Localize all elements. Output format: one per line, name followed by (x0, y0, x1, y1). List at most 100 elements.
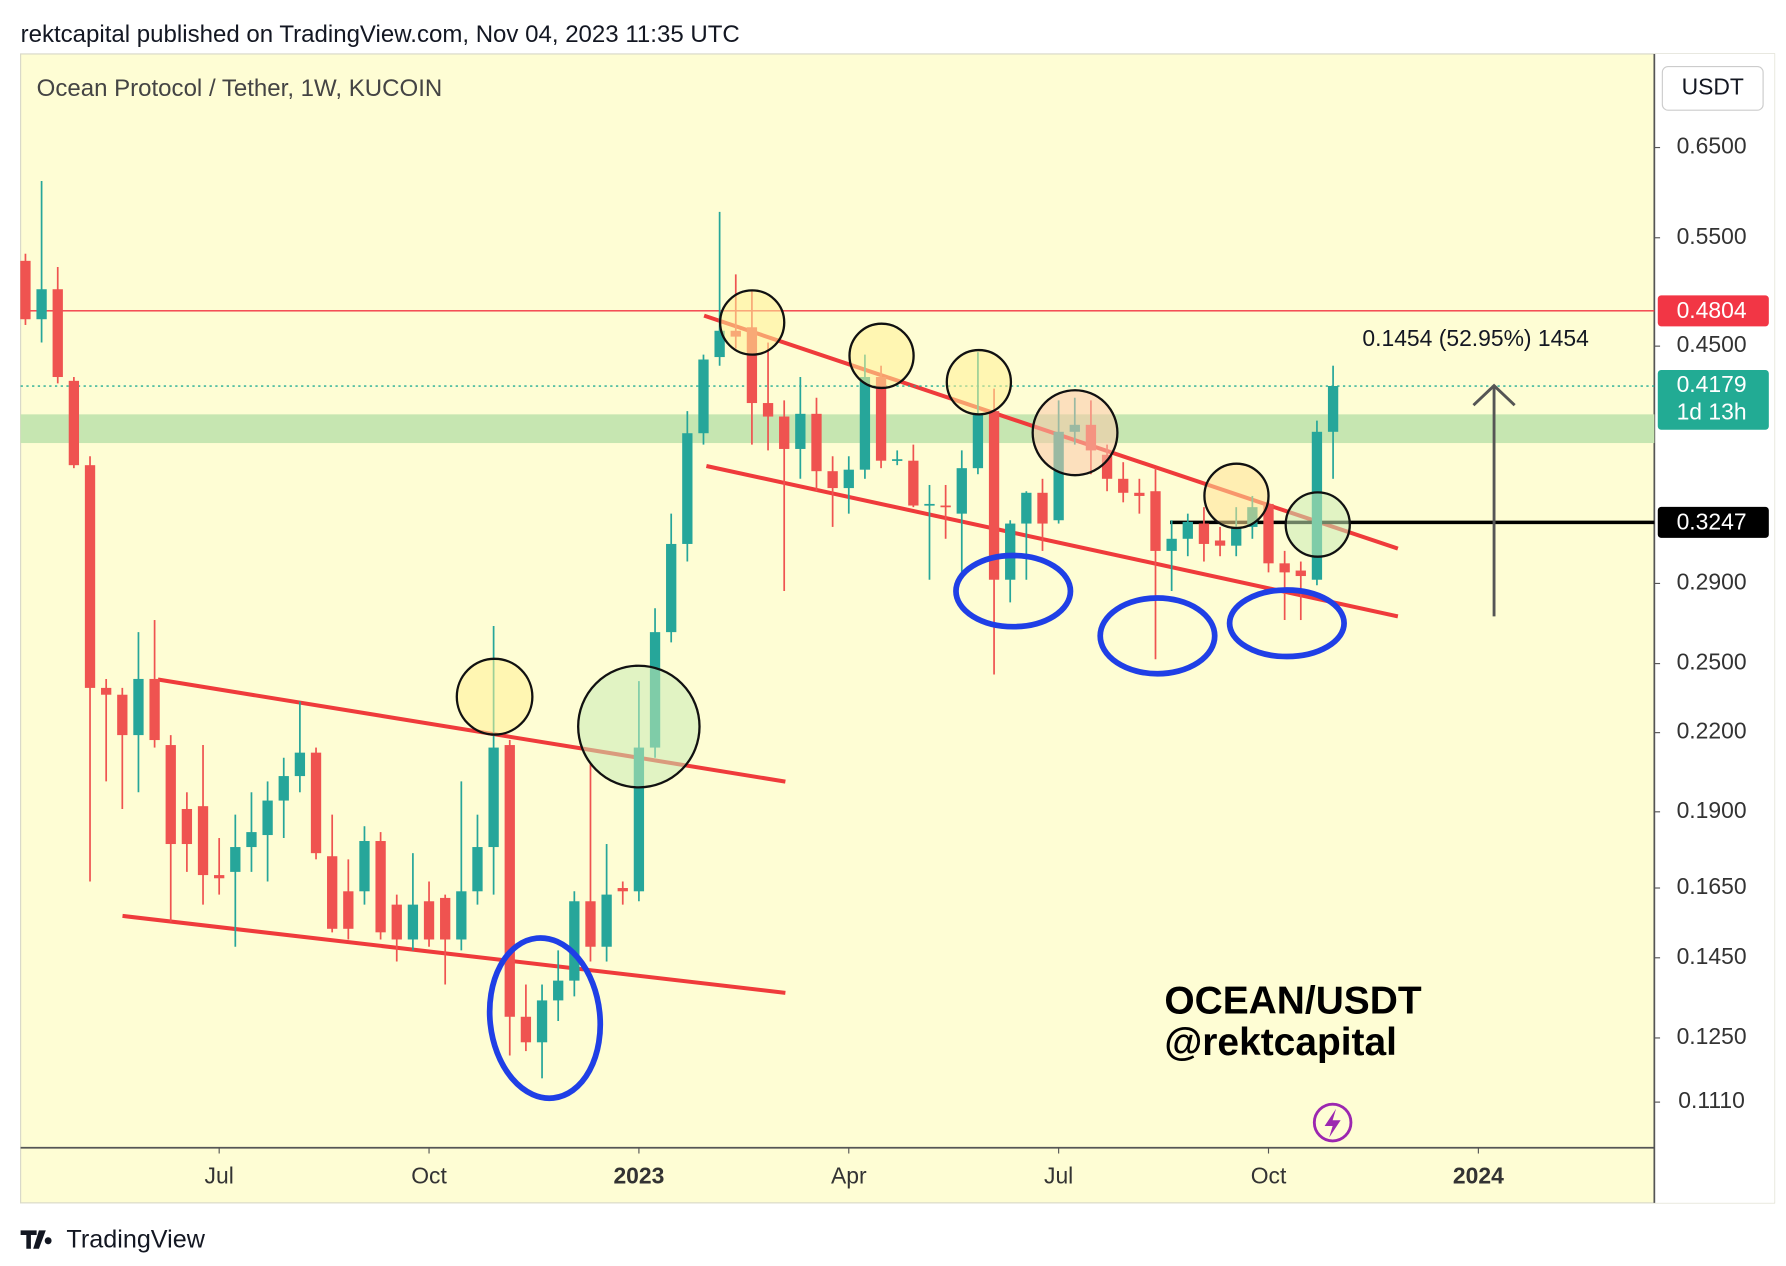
lightning-icon[interactable] (1312, 1102, 1353, 1143)
candle-body (1295, 570, 1306, 577)
candle-body (36, 289, 47, 320)
candle-body (1037, 492, 1048, 524)
candle-body (101, 687, 112, 695)
arrow-head (1472, 383, 1516, 407)
y-tick-label: 0.1900 (1677, 797, 1747, 823)
candle-body (520, 1016, 532, 1043)
candle-body (214, 875, 225, 879)
circle-marker (945, 348, 1013, 416)
y-tick-label: 0.1450 (1677, 943, 1747, 969)
candle-body (375, 841, 386, 933)
y-tick-label: 0.6500 (1677, 133, 1747, 159)
candle-body (633, 747, 645, 892)
chart-frame (20, 53, 1776, 1204)
candle-body (827, 471, 838, 489)
candle-body (908, 460, 919, 506)
candle-body (714, 330, 725, 358)
candle-body (1118, 478, 1129, 493)
candle-body (423, 901, 435, 940)
candle-body (294, 752, 306, 777)
candle-body (553, 980, 564, 1001)
price-label: 0.3247 (1677, 509, 1747, 535)
price-axis-bg (1654, 53, 1775, 1203)
candle-body (569, 901, 580, 981)
watermark: @rektcapital (1164, 1021, 1397, 1064)
y-tick-label: 0.1250 (1677, 1023, 1747, 1049)
candle-body (343, 891, 354, 929)
candle-body (795, 413, 806, 449)
circle-marker (848, 322, 915, 390)
x-tick-label: Jul (205, 1163, 234, 1189)
candle-body (1327, 385, 1339, 432)
ellipse-marker (953, 552, 1074, 630)
candle-body (1053, 431, 1064, 521)
lightning-bolt (1324, 1108, 1341, 1138)
hand-drawn-ellipses (486, 552, 1347, 1102)
candle-body (440, 897, 451, 940)
candle-body (1279, 563, 1290, 573)
candle-body (762, 403, 774, 417)
candle-body (52, 289, 63, 378)
candle-body (892, 459, 903, 461)
candle-body (504, 745, 515, 1017)
candle-body (972, 413, 984, 469)
candle-body (682, 433, 693, 544)
candle-body (117, 694, 128, 736)
y-tick-label: 0.2500 (1677, 649, 1747, 675)
candle-body (246, 832, 257, 848)
circle-marker (718, 289, 786, 356)
candle-body (585, 901, 596, 947)
candle-body (181, 808, 193, 845)
price-label: 0.4179 (1677, 371, 1747, 397)
candle-body (1214, 540, 1226, 546)
candle-body (488, 747, 499, 848)
candle-body (165, 745, 176, 845)
candle-body (536, 1000, 548, 1043)
candle-body (84, 465, 96, 688)
candle-body (1263, 503, 1274, 564)
y-tick-label: 0.4500 (1677, 331, 1747, 357)
candle-body (698, 359, 709, 434)
candle-body (20, 260, 31, 320)
candle-body (68, 380, 80, 466)
circle-marker (455, 657, 534, 736)
candle-body (1182, 521, 1193, 539)
y-tick-label: 0.5500 (1677, 223, 1747, 249)
trendline (122, 913, 786, 995)
candle-body (601, 894, 612, 947)
candle-body (859, 377, 871, 470)
candle-body (924, 503, 935, 506)
circle-marker (1031, 389, 1119, 477)
circle-marker (1203, 462, 1270, 530)
candle-body (262, 800, 273, 836)
candle-body (391, 904, 402, 940)
candle-body (956, 468, 967, 514)
header: rektcapital published on TradingView.com… (21, 21, 740, 48)
countdown-label: 1d 13h (1677, 399, 1747, 425)
price-label-box (1657, 506, 1769, 538)
ellipse-marker (1097, 595, 1218, 677)
candle-body (230, 847, 241, 872)
candle-body (843, 469, 854, 489)
measure-arrow (1472, 383, 1516, 617)
x-tick-label: 2023 (613, 1163, 664, 1189)
plot (20, 180, 1655, 1079)
candle-body (875, 377, 887, 461)
candle-body (327, 856, 338, 929)
tv-logo (20, 1230, 52, 1249)
candle-body (1198, 523, 1210, 544)
candle-body (811, 413, 822, 472)
currency: USDT (1682, 73, 1744, 99)
x-tick-label: Apr (831, 1163, 867, 1189)
watermark: OCEAN/USDT (1164, 979, 1422, 1022)
ellipse-marker (1226, 587, 1347, 660)
y-tick-label: 0.1650 (1677, 873, 1747, 899)
candle-body (617, 888, 628, 892)
candle-body (1231, 526, 1242, 546)
candle-body (407, 904, 419, 940)
y-tick-label: 0.2200 (1677, 718, 1747, 744)
price-label-box (1657, 370, 1769, 430)
x-tick-label: Oct (411, 1163, 447, 1189)
y-tick-label: 0.2900 (1677, 568, 1747, 594)
